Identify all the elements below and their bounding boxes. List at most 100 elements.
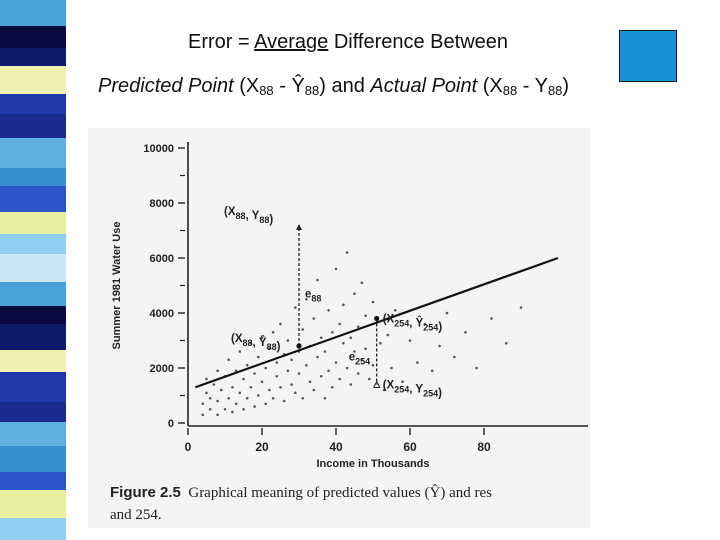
data-point [286, 369, 290, 373]
text-fragment: ) and [319, 75, 371, 97]
data-point [360, 358, 364, 362]
data-point [279, 322, 282, 326]
data-point [490, 317, 493, 320]
actual-88-marker [296, 224, 302, 230]
data-point [408, 339, 412, 342]
x-tick-label: 60 [403, 440, 417, 454]
data-point [249, 341, 253, 345]
data-point [238, 391, 242, 395]
data-point [308, 380, 312, 384]
data-point [368, 377, 371, 381]
data-point [327, 308, 330, 312]
data-point [319, 374, 323, 378]
data-point [356, 372, 360, 375]
data-point [242, 407, 245, 411]
annotation-text: (X [383, 314, 395, 326]
annotation-subscript: 254 [394, 385, 409, 395]
data-point [382, 388, 386, 392]
stripe-segment [0, 306, 66, 324]
annotation-text: (X [383, 380, 395, 392]
annotation-text: ) [277, 341, 281, 353]
data-point [271, 396, 275, 400]
data-point [338, 322, 341, 326]
data-point [316, 355, 319, 359]
title-suffix: Difference Between [328, 31, 509, 53]
data-point [323, 396, 327, 400]
annotation-text: , Ŷ [253, 336, 267, 349]
annotation-actual-254: (X254, Y254) [383, 380, 442, 400]
decorative-stripe-bar [0, 0, 66, 540]
data-point [379, 341, 382, 345]
y-tick-label: 6000 [150, 253, 174, 265]
data-point [453, 355, 456, 359]
annotation-subscript: 254 [355, 356, 370, 366]
data-point [316, 278, 319, 282]
data-point [253, 372, 256, 375]
stripe-segment [0, 212, 66, 234]
data-point [327, 369, 330, 373]
data-point [238, 350, 242, 353]
y-tick-label: 2000 [150, 363, 174, 375]
data-point [253, 405, 256, 408]
annotation-text: ) [269, 214, 273, 226]
figure-caption-text: Graphical meaning of predicted values (Ŷ… [188, 485, 492, 501]
annotation-subscript: 88 [311, 294, 321, 304]
data-point [353, 350, 356, 353]
text-fragment: (X [233, 75, 260, 97]
stripe-segment [0, 282, 66, 306]
data-point [227, 358, 230, 362]
data-point [234, 402, 238, 406]
data-point [223, 407, 227, 411]
title-prefix: Error = [188, 31, 255, 53]
data-point [301, 396, 304, 400]
data-point [445, 311, 449, 315]
annotation-error-88: e88 [305, 289, 321, 304]
data-point [242, 377, 245, 381]
subscript: 88 [304, 83, 320, 98]
data-point [260, 336, 264, 340]
data-point [264, 366, 267, 370]
data-point [220, 388, 223, 392]
data-point [297, 372, 301, 375]
slide-title-line2: Predicted Point (X88 - Ŷ88) and Actual P… [98, 75, 569, 98]
decorative-blue-square [619, 30, 677, 82]
annotation-text: , Y [246, 210, 260, 222]
annotation-actual-88: (X88, Y88) [224, 206, 273, 226]
data-point [290, 383, 293, 386]
stripe-segment [0, 0, 66, 26]
figure-caption-text-2: and 254. [110, 507, 162, 523]
annotation-error-254: e254 [349, 351, 370, 366]
text-fragment: - Y [517, 75, 548, 97]
data-point [345, 366, 349, 370]
data-point [356, 325, 360, 329]
annotation-subscript: 88 [236, 211, 246, 221]
data-point [231, 385, 234, 389]
title-underlined-word: Average [254, 31, 329, 53]
stripe-segment [0, 186, 66, 212]
annotation-subscript: 254 [423, 323, 438, 333]
data-point [364, 347, 367, 351]
y-tick-label: 10000 [143, 143, 174, 155]
y-tick-label: 8000 [150, 198, 174, 210]
data-point [290, 358, 293, 362]
data-point [364, 314, 367, 318]
y-axis-label: Summer 1981 Water Use [111, 222, 123, 350]
text-fragment: ) [562, 75, 570, 97]
data-point [249, 385, 253, 389]
predicted-88-marker [296, 343, 302, 349]
annotation-text: e [349, 351, 355, 363]
stripe-segment [0, 94, 66, 114]
annotation-subscript: 88 [267, 342, 277, 352]
subscript: 88 [259, 83, 274, 98]
data-point [205, 377, 208, 381]
stripe-segment [0, 138, 66, 168]
data-point [305, 363, 308, 367]
data-point [264, 402, 267, 406]
data-point [504, 341, 508, 345]
data-point [323, 350, 327, 353]
data-point [305, 297, 308, 301]
data-point [390, 366, 393, 370]
data-point [208, 396, 212, 400]
annotation-text: , Y [409, 384, 423, 396]
stripe-segment [0, 472, 66, 490]
